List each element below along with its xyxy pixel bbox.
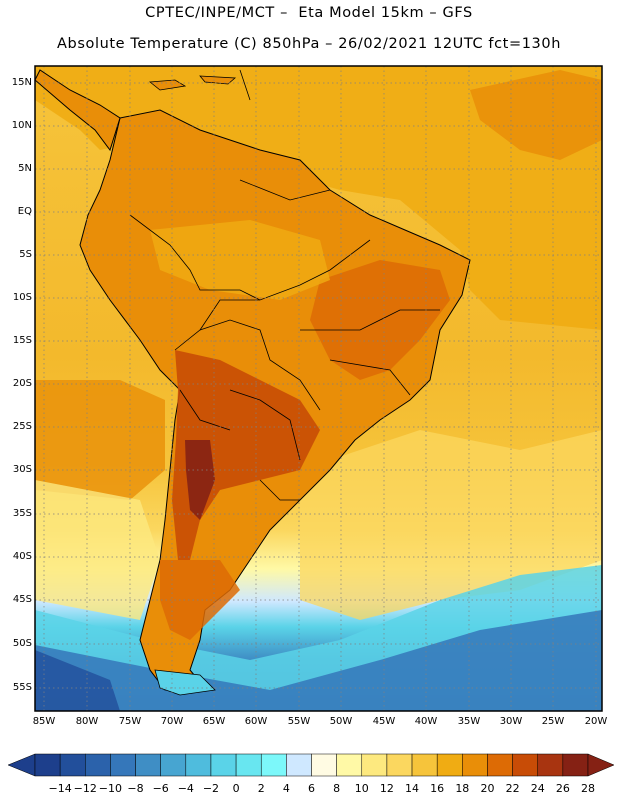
colorbar-swatch	[235, 753, 262, 777]
lon-label-65w: 65W	[202, 716, 226, 727]
lat-label-30s: 30S	[12, 464, 32, 475]
lon-label-35w: 35W	[457, 716, 481, 727]
lat-label-15n: 15N	[11, 77, 32, 88]
colorbar-label: 28	[581, 782, 595, 795]
colorbar-label: 2	[257, 782, 265, 795]
lat-label-15s: 15S	[12, 335, 32, 346]
title-line-2: Absolute Temperature (C) 850hPa – 26/02/…	[57, 36, 561, 52]
patagonia-warm-region	[160, 560, 240, 640]
colorbar-swatch	[59, 753, 86, 777]
lon-label-40w: 40W	[414, 716, 438, 727]
colorbar-swatch	[34, 753, 61, 777]
title-line-1: CPTEC/INPE/MCT – Eta Model 15km – GFS	[145, 5, 473, 21]
colorbar-label: −6	[152, 782, 169, 795]
colorbar-label: −8	[127, 782, 144, 795]
colorbar-swatch	[462, 753, 488, 777]
colorbar-swatch	[135, 753, 161, 777]
colorbar-label: 8	[333, 782, 341, 795]
lon-label-20w: 20W	[584, 716, 608, 727]
atlantic-yellow-band	[300, 430, 602, 620]
lat-label-45s: 45S	[12, 594, 32, 605]
colorbar-swatch	[260, 753, 287, 777]
colorbar-swatch	[185, 753, 212, 777]
colorbar-label: 6	[308, 782, 315, 795]
caribbean-islands	[148, 69, 251, 101]
colorbar-right-arrow	[587, 753, 615, 777]
colorbar-swatch	[537, 753, 564, 777]
lon-label-70w: 70W	[160, 716, 184, 727]
colorbar-swatch	[487, 753, 513, 777]
lat-label-25s: 25S	[12, 421, 32, 432]
colorbar-label: −10	[98, 782, 123, 795]
colorbar-label: −4	[177, 782, 194, 795]
colorbar-label: 18	[455, 782, 470, 795]
map-frame	[34, 65, 603, 712]
lat-label-10n: 10N	[11, 120, 32, 131]
lon-label-80w: 80W	[75, 716, 99, 727]
country-borders	[129, 179, 440, 501]
lon-label-75w: 75W	[118, 716, 142, 727]
colorbar-swatch	[160, 753, 187, 777]
colorbar-swatch	[512, 753, 538, 777]
lat-label-5s: 5S	[19, 249, 32, 260]
lon-label-25w: 25W	[541, 716, 565, 727]
lat-label-5n: 5N	[18, 163, 32, 174]
lat-label-20s: 20S	[12, 378, 32, 389]
colorbar-swatch	[411, 753, 438, 777]
lat-label-50s: 50S	[12, 638, 32, 649]
colorbar-swatch	[110, 753, 136, 777]
tierra-del-fuego	[154, 669, 216, 696]
colorbar-label: 24	[530, 782, 545, 795]
northeast-warm-patch	[470, 70, 602, 160]
lat-label-55s: 55S	[12, 682, 32, 693]
colorbar-swatch	[436, 753, 463, 777]
colorbar-label: 0	[232, 782, 240, 795]
colorbar-swatch	[85, 753, 111, 777]
lon-label-50w: 50W	[329, 716, 353, 727]
colorbar-left-arrow	[7, 753, 36, 777]
lat-label-35s: 35S	[12, 508, 32, 519]
lon-label-85w: 85W	[32, 716, 56, 727]
colorbar-label: 26	[555, 782, 570, 795]
colorbar-label: 22	[505, 782, 520, 795]
colorbar-swatch	[311, 753, 337, 777]
lon-label-55w: 55W	[287, 716, 311, 727]
colorbar	[7, 753, 615, 777]
colorbar-label: 12	[379, 782, 394, 795]
colorbar-swatch	[286, 753, 312, 777]
colorbar-label: 4	[282, 782, 290, 795]
pacific-yellow-band	[35, 480, 160, 620]
colorbar-label: 14	[405, 782, 420, 795]
hottest-core-region	[185, 440, 215, 520]
central-america-land	[35, 69, 121, 152]
colorbar-swatch	[210, 753, 237, 777]
colorbar-label: −12	[73, 782, 97, 795]
colorbar-label: 20	[480, 782, 495, 795]
lon-label-45w: 45W	[372, 716, 396, 727]
colorbar-label: −14	[48, 782, 72, 795]
colorbar-swatch	[562, 753, 589, 777]
southwest-cold-patch	[35, 650, 120, 711]
lon-label-30w: 30W	[499, 716, 523, 727]
lon-label-60w: 60W	[244, 716, 268, 727]
colorbar-label: 10	[354, 782, 369, 795]
colorbar-swatch	[361, 753, 388, 777]
colorbar-label: 16	[430, 782, 445, 795]
colorbar-swatch	[336, 753, 363, 777]
colorbar-label: −2	[202, 782, 220, 795]
colorbar-swatch	[386, 753, 413, 777]
lat-label-eq: EQ	[17, 206, 32, 217]
lat-label-40s: 40S	[12, 551, 32, 562]
lat-lon-grid	[35, 66, 602, 711]
hot-core-region	[172, 350, 320, 560]
pacific-warm-band	[35, 380, 165, 500]
lat-label-10s: 10S	[12, 292, 32, 303]
